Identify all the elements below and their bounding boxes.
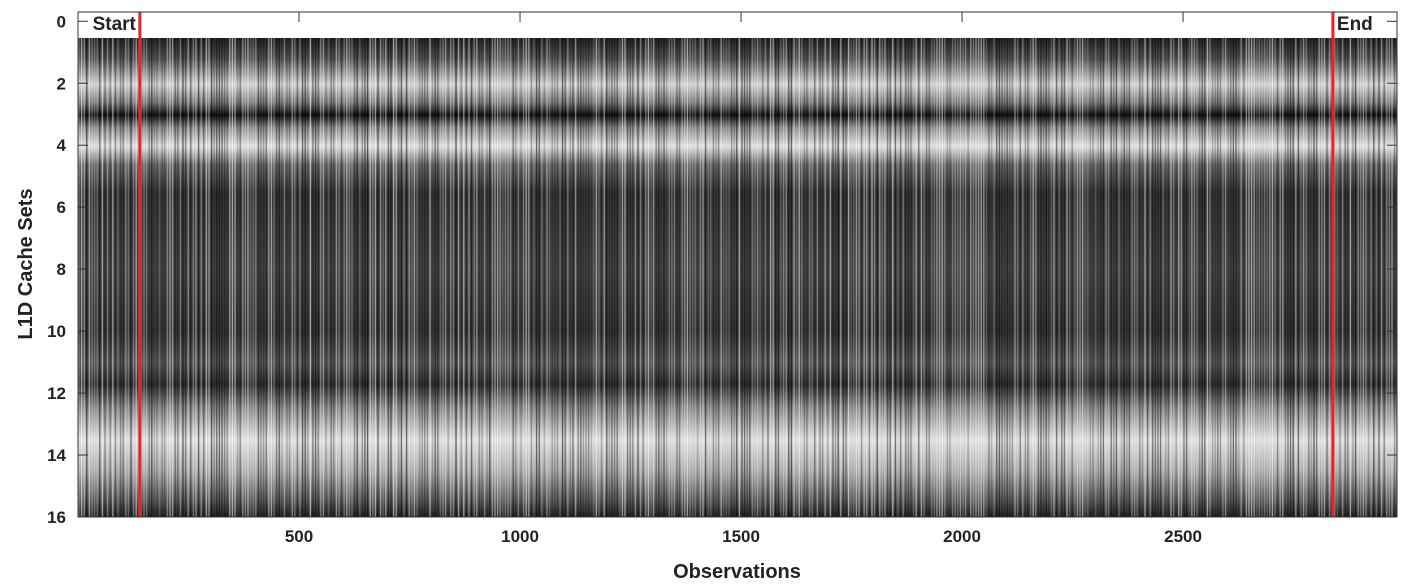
y-tick-label: 12 (47, 384, 66, 403)
marker-label: End (1337, 14, 1373, 35)
heatmap (78, 38, 1397, 517)
x-tick-label: 1000 (501, 527, 539, 546)
y-tick-label: 0 (57, 12, 66, 31)
x-tick-label: 2000 (943, 527, 981, 546)
marker-label: Start (93, 14, 137, 35)
x-axis-label: Observations (673, 561, 801, 583)
heatmap-texture (78, 38, 1396, 517)
y-axis-label: L1D Cache Sets (15, 188, 37, 339)
y-tick-label: 4 (57, 136, 67, 155)
y-tick-label: 6 (57, 198, 66, 217)
y-tick-label: 8 (57, 260, 66, 279)
y-tick-label: 16 (47, 508, 66, 527)
axes-box (77, 11, 1398, 518)
x-tick-label: 2500 (1164, 527, 1202, 546)
x-tick-label: 500 (285, 527, 313, 546)
y-tick-label: 10 (47, 322, 66, 341)
x-tick-label: 1500 (722, 527, 760, 546)
y-tick-label: 2 (57, 74, 66, 93)
axes: 500 1000 1500 2000 2500 0 2 4 6 8 10 12 14 16 Start End (47, 12, 1397, 546)
y-tick-label: 14 (47, 446, 66, 465)
